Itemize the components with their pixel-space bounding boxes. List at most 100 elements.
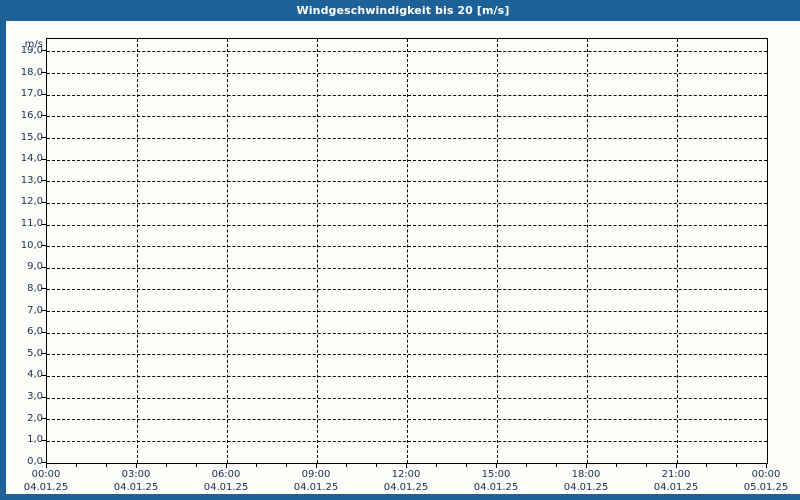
y-axis-tick-label: 2,0 xyxy=(27,412,43,424)
y-axis-tick-label: 9,0 xyxy=(27,261,43,273)
y-axis-tick-label: 7,0 xyxy=(27,304,43,316)
y-axis-tick-mark xyxy=(41,72,46,74)
y-axis-tick-mark xyxy=(41,374,46,376)
x-axis-tick-label: 09:00 04.01.25 xyxy=(271,468,361,494)
x-axis-tick-label: 18:00 04.01.25 xyxy=(541,468,631,494)
vertical-gridline xyxy=(676,39,678,463)
x-axis-tick-mark xyxy=(405,463,407,468)
vertical-gridline xyxy=(406,39,408,463)
x-axis-tick-date: 04.01.25 xyxy=(653,482,699,493)
y-axis-tick-mark xyxy=(41,158,46,160)
x-axis-tick-mark xyxy=(495,463,497,468)
y-axis-tick-mark xyxy=(41,331,46,333)
y-axis-tick-mark xyxy=(41,418,46,420)
y-axis-tick-mark xyxy=(41,115,46,117)
x-axis-tick-label: 12:00 04.01.25 xyxy=(361,468,451,494)
x-axis-tick-mark xyxy=(675,463,677,468)
y-axis-tick-label: 15,0 xyxy=(20,131,43,143)
y-axis-tick-label: 6,0 xyxy=(27,326,43,338)
x-axis-minor-tick-mark xyxy=(435,463,437,467)
x-axis-tick-date: 04.01.25 xyxy=(383,482,429,493)
x-axis-tick-date: 04.01.25 xyxy=(203,482,249,493)
vertical-gridline xyxy=(226,39,228,463)
y-axis-tick-label: 3,0 xyxy=(27,391,43,403)
vertical-gridline xyxy=(136,39,138,463)
window-bottom-border xyxy=(3,494,800,497)
vertical-gridline xyxy=(316,39,318,463)
x-axis-tick-label: 03:00 04.01.25 xyxy=(91,468,181,494)
x-axis-tick-date: 05.01.25 xyxy=(743,482,789,493)
x-axis-tick-time: 21:00 xyxy=(661,469,691,480)
x-axis: 00:00 04.01.25 03:00 04.01.25 06:00 04.01.25 0… xyxy=(6,21,800,494)
x-axis-tick-label: 06:00 04.01.25 xyxy=(181,468,271,494)
x-axis-tick-time: 12:00 xyxy=(391,469,421,480)
y-axis-tick-label: 1,0 xyxy=(27,434,43,446)
x-axis-tick-mark xyxy=(225,463,227,468)
x-axis-tick-time: 00:00 xyxy=(751,469,781,480)
x-axis-minor-tick-mark xyxy=(285,463,287,467)
x-axis-tick-mark xyxy=(45,463,47,468)
y-axis-tick-label: 12,0 xyxy=(20,196,43,208)
x-axis-minor-tick-mark xyxy=(465,463,467,467)
x-axis-tick-mark xyxy=(135,463,137,468)
y-axis-unit-label: m/s xyxy=(24,39,43,50)
vertical-gridline xyxy=(586,39,588,463)
x-axis-tick-time: 00:00 xyxy=(31,469,61,480)
y-axis-tick-mark xyxy=(41,288,46,290)
x-axis-minor-tick-mark xyxy=(75,463,77,467)
x-axis-tick-date: 04.01.25 xyxy=(473,482,519,493)
x-axis-minor-tick-mark xyxy=(255,463,257,467)
plot-area xyxy=(46,38,768,464)
x-axis-minor-tick-mark xyxy=(165,463,167,467)
x-axis-tick-date: 04.01.25 xyxy=(23,482,69,493)
y-axis: m/s 19,0 18,0 17,0 16,0 15,0 14,0 13,0 12,0 11,0… xyxy=(6,21,46,494)
x-axis-tick-time: 15:00 xyxy=(481,469,511,480)
y-axis-tick-mark xyxy=(41,50,46,52)
x-axis-minor-tick-mark xyxy=(195,463,197,467)
y-axis-tick-label: 4,0 xyxy=(27,369,43,381)
x-axis-minor-tick-mark xyxy=(375,463,377,467)
x-axis-tick-date: 04.01.25 xyxy=(563,482,609,493)
chart-canvas: m/s 19,0 18,0 17,0 16,0 15,0 14,0 13,0 12,0 11,0… xyxy=(6,21,800,494)
y-axis-tick-label: 0,0 xyxy=(27,456,43,467)
x-axis-tick-label: 21:00 04.01.25 xyxy=(631,468,721,494)
y-axis-tick-mark xyxy=(41,266,46,268)
x-axis-tick-mark xyxy=(315,463,317,468)
y-axis-tick-label: 18,0 xyxy=(20,66,43,78)
x-axis-tick-mark xyxy=(585,463,587,468)
y-axis-tick-mark xyxy=(41,310,46,312)
y-axis-tick-label: 10,0 xyxy=(20,239,43,251)
y-axis-tick-label: 5,0 xyxy=(27,347,43,359)
x-axis-tick-time: 03:00 xyxy=(121,469,151,480)
x-axis-tick-date: 04.01.25 xyxy=(113,482,159,493)
x-axis-minor-tick-mark xyxy=(735,463,737,467)
x-axis-minor-tick-mark xyxy=(555,463,557,467)
x-axis-tick-time: 09:00 xyxy=(301,469,331,480)
y-axis-tick-label: 11,0 xyxy=(20,218,43,230)
y-axis-tick-label: 14,0 xyxy=(20,153,43,165)
y-axis-tick-label: 16,0 xyxy=(20,109,43,121)
y-axis-tick-mark xyxy=(41,180,46,182)
x-axis-minor-tick-mark xyxy=(345,463,347,467)
vertical-gridline xyxy=(496,39,498,463)
x-axis-minor-tick-mark xyxy=(105,463,107,467)
x-axis-tick-mark xyxy=(765,463,767,468)
y-axis-tick-mark xyxy=(41,137,46,138)
y-axis-tick-mark xyxy=(41,245,46,247)
x-axis-tick-label: 00:00 05.01.25 xyxy=(721,468,800,494)
y-axis-tick-label: 13,0 xyxy=(20,174,43,186)
y-axis-tick-mark xyxy=(41,439,46,441)
y-axis-tick-label: 8,0 xyxy=(27,282,43,294)
y-axis-tick-mark xyxy=(41,396,46,398)
x-axis-tick-label: 00:00 04.01.25 xyxy=(6,468,91,494)
y-axis-tick-mark xyxy=(41,93,46,95)
x-axis-tick-date: 04.01.25 xyxy=(293,482,339,493)
y-axis-tick-mark xyxy=(41,461,46,463)
x-axis-tick-time: 06:00 xyxy=(211,469,241,480)
x-axis-minor-tick-mark xyxy=(525,463,527,467)
y-axis-tick-mark xyxy=(41,201,46,203)
y-axis-tick-mark xyxy=(41,353,46,355)
x-axis-minor-tick-mark xyxy=(645,463,647,467)
x-axis-tick-time: 18:00 xyxy=(571,469,601,480)
